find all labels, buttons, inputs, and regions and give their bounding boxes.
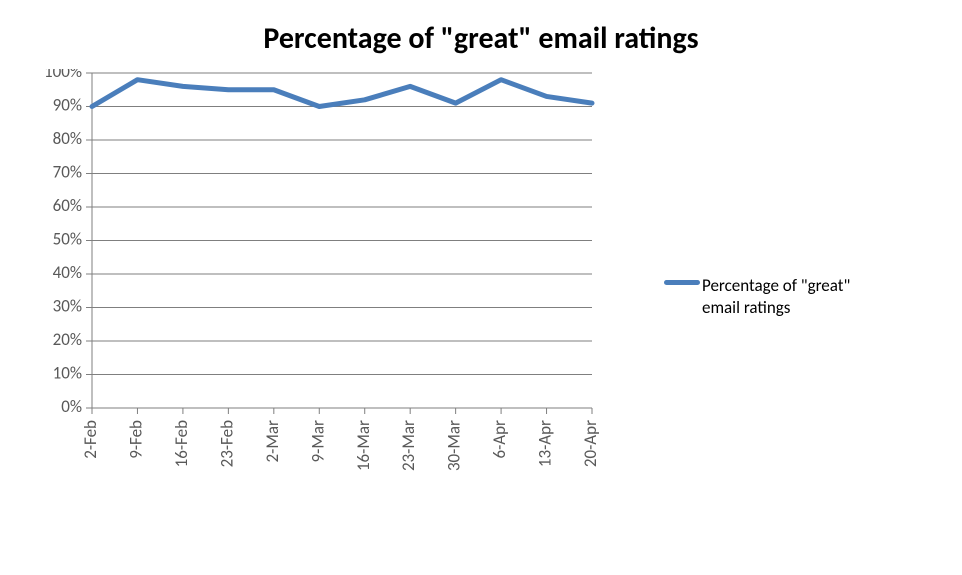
y-tick-label: 80% [53, 128, 82, 149]
x-tick-label: 2-Feb [80, 420, 101, 459]
x-tick-label: 9-Feb [126, 420, 147, 459]
y-tick-label: 100% [44, 69, 82, 82]
series-line [92, 80, 592, 107]
y-tick-label: 50% [53, 229, 82, 250]
x-tick-label: 2-Mar [262, 420, 283, 462]
y-tick-label: 60% [53, 195, 82, 216]
x-tick-label: 20-Apr [580, 420, 601, 467]
x-tick-label: 23-Feb [216, 420, 237, 467]
x-tick-label: 16-Mar [353, 420, 374, 471]
chart-title: Percentage of "great" email ratings [20, 20, 942, 57]
y-tick-label: 90% [53, 95, 82, 116]
chart-legend: Percentage of "great" email ratings [664, 275, 850, 318]
x-tick-label: 9-Mar [307, 420, 328, 462]
legend-label: Percentage of "great" email ratings [702, 275, 850, 318]
x-tick-label: 16-Feb [171, 420, 192, 467]
y-tick-label: 30% [53, 296, 82, 317]
chart-plot: 0% 10% 20% 30% 40% 50% 60% 70% 80% 90% 100% 2-Feb 9-… [20, 69, 660, 524]
legend-swatch [664, 275, 700, 290]
chart-body: 0% 10% 20% 30% 40% 50% 60% 70% 80% 90% 100% 2-Feb 9-… [20, 69, 942, 524]
y-tick-label: 20% [53, 329, 82, 350]
y-tick-label: 70% [53, 162, 82, 183]
y-tick-label: 0% [61, 396, 82, 417]
y-tick-label: 40% [53, 262, 82, 283]
x-tick-label: 30-Mar [444, 420, 465, 471]
x-tick-label: 6-Apr [489, 420, 510, 459]
chart-container: Percentage of "great" email ratings 0% 10… [0, 0, 962, 575]
x-tick-label: 13-Apr [535, 420, 556, 467]
x-tick-label: 23-Mar [398, 420, 419, 471]
y-tick-label: 10% [53, 363, 82, 384]
